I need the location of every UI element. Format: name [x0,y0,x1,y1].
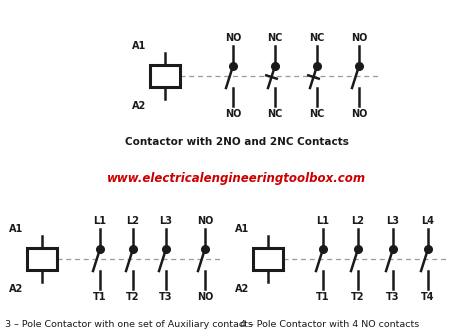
Text: L3: L3 [386,216,400,226]
Text: www.electricalengineeringtoolbox.com: www.electricalengineeringtoolbox.com [108,172,366,185]
Text: L2: L2 [352,216,365,226]
Text: NO: NO [225,109,241,119]
Text: L2: L2 [127,216,139,226]
Text: L3: L3 [159,216,173,226]
Text: T3: T3 [159,292,173,302]
Text: A1: A1 [132,41,146,51]
Text: T2: T2 [126,292,140,302]
Text: A2: A2 [235,284,249,294]
Text: T1: T1 [316,292,330,302]
Text: NC: NC [267,33,283,43]
Text: NO: NO [351,109,367,119]
Text: NC: NC [310,109,325,119]
Text: L1: L1 [317,216,329,226]
Text: NO: NO [197,292,213,302]
Bar [150,65,180,87]
Text: 3 – Pole Contactor with one set of Auxiliary contacts: 3 – Pole Contactor with one set of Auxil… [5,320,253,329]
Bar [253,248,283,270]
Text: NO: NO [225,33,241,43]
Text: A2: A2 [9,284,23,294]
Text: NC: NC [267,109,283,119]
Text: NC: NC [310,33,325,43]
Text: L4: L4 [421,216,435,226]
Bar [27,248,57,270]
Text: T1: T1 [93,292,107,302]
Text: Contactor with 2NO and 2NC Contacts: Contactor with 2NO and 2NC Contacts [125,137,349,147]
Text: A1: A1 [235,224,249,234]
Text: 4 – Pole Contactor with 4 NO contacts: 4 – Pole Contactor with 4 NO contacts [240,320,419,329]
Text: T2: T2 [351,292,365,302]
Text: T3: T3 [386,292,400,302]
Text: T4: T4 [421,292,435,302]
Text: A2: A2 [132,101,146,111]
Text: A1: A1 [9,224,23,234]
Text: NO: NO [351,33,367,43]
Text: L1: L1 [93,216,107,226]
Text: NO: NO [197,216,213,226]
